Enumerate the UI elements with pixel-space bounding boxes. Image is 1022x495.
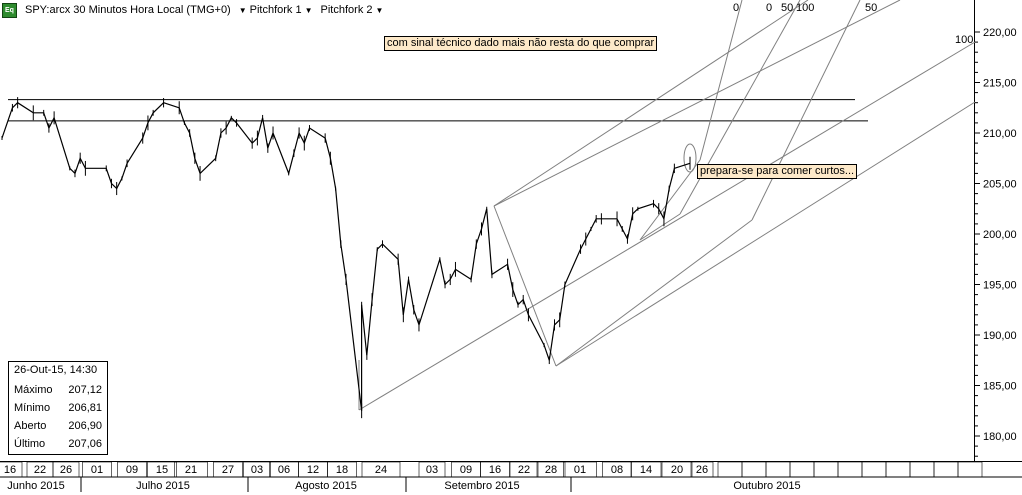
annotation-buy-signal[interactable]: com sinal técnico dado mais não resta do… (384, 36, 658, 51)
x-day-label: 28 (545, 464, 557, 476)
x-month-label: Junho 2015 (7, 480, 65, 492)
x-day-label: 01 (91, 464, 103, 476)
y-tick-label: 180,00 (983, 431, 1017, 443)
fib-level-label: 0 (733, 2, 739, 14)
pitchfork-1-menu[interactable]: ▼ Pitchfork 1 ▼ (239, 4, 313, 16)
dropdown-caret-icon: ▼ (304, 5, 313, 15)
dropdown-caret-icon: ▼ (375, 5, 384, 15)
x-day-label: 03 (251, 464, 263, 476)
pitchfork-line (358, 41, 976, 411)
x-day-label: 09 (126, 464, 138, 476)
x-day-label: 09 (460, 464, 472, 476)
x-day-label: 21 (185, 464, 197, 476)
y-tick-label: 205,00 (983, 179, 1017, 191)
info-row-high: Máximo 207,12 (9, 381, 107, 399)
pitchfork-line (639, 159, 701, 241)
fib-level-label: 100 (955, 34, 973, 46)
x-day-label: 26 (60, 464, 72, 476)
drawing-lines (8, 0, 976, 411)
fib-level-label: 100 (796, 2, 814, 14)
y-axis: 220,00 215,00 210,00 205,00 200,00 195,00 190,… (975, 27, 1017, 457)
x-month-label: Outubro 2015 (733, 480, 800, 492)
pitchfork-line (555, 219, 753, 367)
x-day-label: 18 (336, 464, 348, 476)
x-day-cell (909, 461, 935, 478)
annotation-short-warning[interactable]: prepara-se para comer curtos... (697, 164, 858, 179)
x-day-label: 27 (222, 464, 234, 476)
info-row-low: Mínimo 206,81 (9, 399, 107, 417)
fib-level-label: 50 (865, 2, 877, 14)
y-tick-label: 200,00 (983, 229, 1017, 241)
info-label: Último (14, 438, 46, 450)
dropdown-caret-icon: ▼ (238, 5, 247, 15)
x-day-cell (837, 461, 863, 478)
ohlc-info-box: 26-Out-15, 14:30 Máximo 207,12 Mínimo 20… (8, 361, 108, 455)
x-day-label: 16 (489, 464, 501, 476)
price-series (1, 97, 691, 419)
info-label: Máximo (14, 384, 53, 396)
plot-area[interactable] (0, 0, 975, 461)
x-day-cell (789, 461, 815, 478)
x-day-label: 06 (278, 464, 290, 476)
x-axis: 16 22 26 01 09 15 21 27 03 06 12 18 24 03 09 16 22 28 01 08… (0, 461, 1022, 492)
y-tick-label: 220,00 (983, 27, 1017, 39)
info-row-last: Último 207,06 (9, 435, 107, 453)
x-day-cell (813, 461, 839, 478)
x-day-label: 15 (156, 464, 168, 476)
x-day-cell (933, 461, 959, 478)
x-day-label: 26 (696, 464, 708, 476)
x-day-label: 22 (34, 464, 46, 476)
x-month-label: Agosto 2015 (295, 480, 357, 492)
fib-level-label: 50 (781, 2, 793, 14)
pitchfork-1-label: Pitchfork 1 (249, 4, 302, 16)
chart-header: Eq SPY:arcx 30 Minutos Hora Local (TMG+0… (2, 2, 383, 18)
x-day-cell (885, 461, 911, 478)
fib-level-label: 0 (766, 2, 772, 14)
pitchfork-line (493, 205, 557, 367)
info-date: 26-Out-15, 14:30 (14, 364, 98, 376)
info-value: 206,90 (68, 420, 102, 432)
pitchfork-2-menu[interactable]: Pitchfork 2 ▼ (321, 4, 384, 16)
x-day-label: 24 (375, 464, 387, 476)
info-label: Aberto (14, 420, 47, 432)
info-label: Mínimo (14, 402, 51, 414)
info-value: 206,81 (68, 402, 102, 414)
x-day-label: 03 (426, 464, 438, 476)
chart-title: SPY:arcx 30 Minutos Hora Local (TMG+0) (25, 4, 231, 16)
pitchfork-line (639, 213, 681, 241)
info-value: 207,12 (68, 384, 102, 396)
x-day-cell (957, 461, 983, 478)
x-day-label: 14 (640, 464, 652, 476)
x-day-cell (765, 461, 791, 478)
x-day-cell (861, 461, 887, 478)
highlight-ellipse (683, 143, 697, 173)
y-tick-label: 210,00 (983, 128, 1017, 140)
x-day-cell (741, 461, 767, 478)
info-row-open: Aberto 206,90 (9, 417, 107, 435)
y-tick-label: 215,00 (983, 78, 1017, 90)
x-day-label: 20 (671, 464, 683, 476)
x-day-label: 12 (307, 464, 319, 476)
pitchfork-line (493, 0, 901, 207)
pitchfork-line (751, 0, 861, 221)
x-day-label: 22 (518, 464, 530, 476)
x-day-label: 01 (574, 464, 586, 476)
x-day-label: 16 (4, 464, 16, 476)
app-logo-icon: Eq (2, 2, 17, 18)
x-day-label: 08 (611, 464, 623, 476)
x-month-label: Setembro 2015 (444, 480, 519, 492)
pitchfork-line (699, 0, 743, 161)
y-tick-label: 195,00 (983, 280, 1017, 292)
y-tick-label: 190,00 (983, 330, 1017, 342)
info-value: 207,06 (68, 438, 102, 450)
x-month-label: Julho 2015 (136, 480, 190, 492)
pitchfork-line (555, 101, 976, 367)
pitchfork-line (493, 0, 809, 207)
y-tick-label: 185,00 (983, 381, 1017, 393)
x-day-cell (717, 461, 743, 478)
pitchfork-2-label: Pitchfork 2 (320, 4, 373, 16)
